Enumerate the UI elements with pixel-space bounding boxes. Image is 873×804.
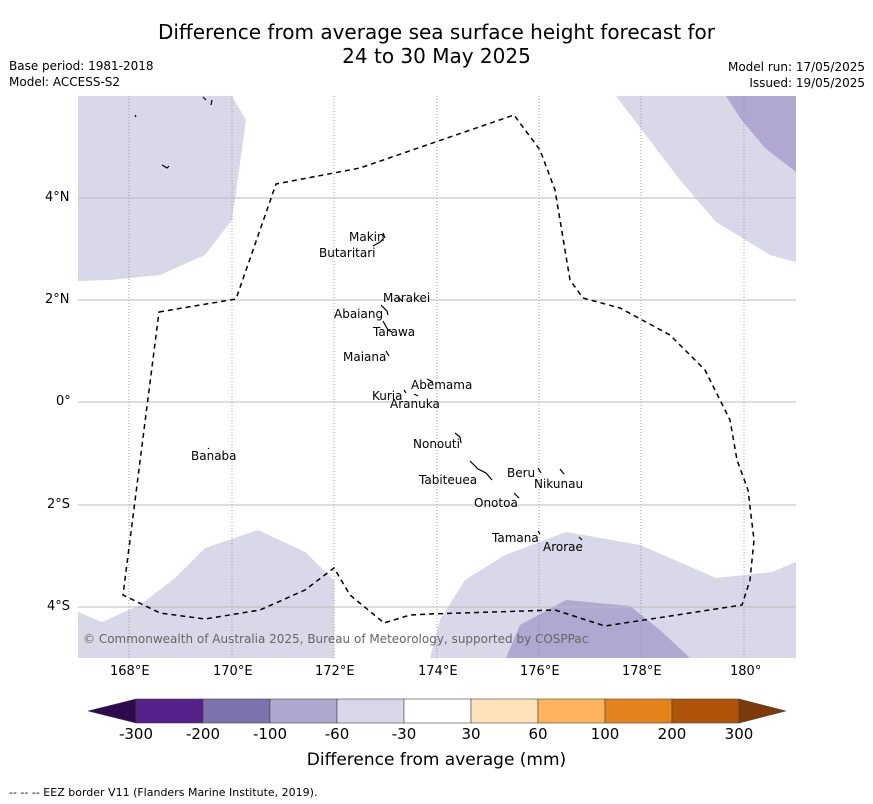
colorbar-segment-5 [403, 698, 472, 724]
title-line-1: Difference from average sea surface heig… [157, 20, 716, 44]
island-arorae [578, 536, 583, 541]
copyright-text: © Commonwealth of Australia 2025, Bureau… [83, 632, 589, 646]
island-onotoa [513, 492, 520, 499]
lon-tick-180: 180° [730, 664, 762, 679]
title-line-2: 24 to 30 May 2025 [342, 44, 531, 68]
place-label: Tarawa [373, 325, 416, 339]
issued-text: Issued: 19/05/2025 [749, 76, 865, 90]
colorbar-label: -60 [324, 725, 350, 743]
colorbar-segment-2 [202, 698, 271, 724]
meta-left: Base period: 1981-2018 Model: ACCESS-S2 [9, 58, 154, 90]
lon-tick-170e: 170°E [213, 664, 253, 679]
place-label: Banaba [191, 449, 237, 463]
anomaly-patch-ne [616, 96, 796, 262]
lon-tick-178e: 178°E [622, 664, 662, 679]
island-abemama [426, 378, 434, 383]
colorbar-label: -300 [118, 725, 154, 743]
colorbar-label: -200 [185, 725, 221, 743]
gridlines [78, 96, 796, 658]
island-beru [537, 467, 542, 474]
island-maiana [385, 350, 390, 357]
island-nonouti [454, 432, 462, 444]
island-aranuka [413, 393, 419, 397]
colorbar-label: 100 [590, 725, 620, 743]
island-nw-4 [161, 164, 170, 169]
island-nw-3 [210, 99, 213, 106]
place-label: Aranuka [390, 397, 440, 411]
island-makin [382, 232, 386, 239]
colorbar-segment-9 [671, 698, 740, 724]
colorbar-segment-1 [135, 698, 204, 724]
colorbar-segment-7 [537, 698, 606, 724]
place-label: Beru [507, 466, 536, 480]
place-label: Kuria [372, 389, 403, 403]
lon-tick-176e: 176°E [520, 664, 560, 679]
colorbar-extend-high [738, 698, 787, 724]
model-run-text: Model run: 17/05/2025 [727, 60, 865, 74]
lat-tick-2n: 2°N [45, 292, 70, 307]
place-label: Arorae [543, 540, 583, 554]
place-label: Makin [349, 230, 385, 244]
place-label: Abaiang [334, 307, 384, 321]
island-butaritari [372, 238, 384, 247]
colorbar-label: 60 [528, 725, 548, 743]
anomaly-fill-layer [78, 96, 796, 658]
colorbar-label: 300 [724, 725, 754, 743]
anomaly-patch-nw [78, 96, 246, 281]
lon-tick-168e: 168°E [110, 664, 150, 679]
island-abaiang [380, 304, 389, 316]
island-marakei [397, 296, 403, 302]
meta-right: Model run: 17/05/2025 Issued: 19/05/2025 [728, 59, 865, 91]
place-label: Marakei [383, 291, 431, 305]
chart-title: Difference from average sea surface heig… [0, 20, 873, 68]
model-text: Model: ACCESS-S2 [9, 75, 121, 89]
eez-border [122, 114, 755, 627]
colorbar-segment-8 [604, 698, 673, 724]
place-label: Nonouti [413, 437, 460, 451]
lat-tick-2s: 2°S [47, 497, 71, 512]
island-tarawa [382, 320, 393, 333]
island-kuria [403, 389, 407, 394]
island-tamana [537, 530, 541, 535]
island-tabiteuea [469, 460, 493, 481]
place-label: Onotoa [474, 496, 518, 510]
anomaly-patch-se-dark [506, 600, 690, 658]
anomaly-patch-sw [78, 530, 334, 658]
colorbar [87, 698, 787, 724]
lon-tick-174e: 174°E [418, 664, 458, 679]
place-label: Abemama [411, 378, 473, 392]
colorbar-segment-3 [269, 698, 338, 724]
colorbar-segment-6 [470, 698, 539, 724]
base-period-text: Base period: 1981-2018 [9, 59, 154, 73]
colorbar-label: -100 [252, 725, 288, 743]
colorbar-title: Difference from average (mm) [306, 750, 567, 770]
anomaly-patch-ne-dark [726, 96, 796, 172]
island-nikunau [559, 468, 565, 475]
colorbar-label: -30 [391, 725, 417, 743]
place-label: Tamana [492, 531, 539, 545]
lat-tick-4s: 4°S [47, 599, 71, 614]
island-nw-1 [134, 114, 137, 118]
colorbar-label: 200 [657, 725, 687, 743]
place-label: Tabiteuea [419, 473, 478, 487]
footer-note: -- -- -- EEZ border V11 (Flanders Marine… [9, 786, 318, 799]
lat-tick-4n: 4°N [45, 190, 70, 205]
colorbar-segment-4 [336, 698, 405, 724]
place-label: Nikunau [534, 477, 584, 491]
lat-tick-0: 0° [56, 394, 71, 409]
colorbar-label: 30 [461, 725, 481, 743]
island-nw-2 [202, 96, 207, 101]
islands [134, 96, 583, 541]
island-banaba [207, 447, 210, 450]
lon-tick-172e: 172°E [315, 664, 355, 679]
colorbar-extend-low [87, 698, 137, 724]
place-label: Butaritari [319, 246, 376, 260]
place-label: Maiana [343, 350, 387, 364]
